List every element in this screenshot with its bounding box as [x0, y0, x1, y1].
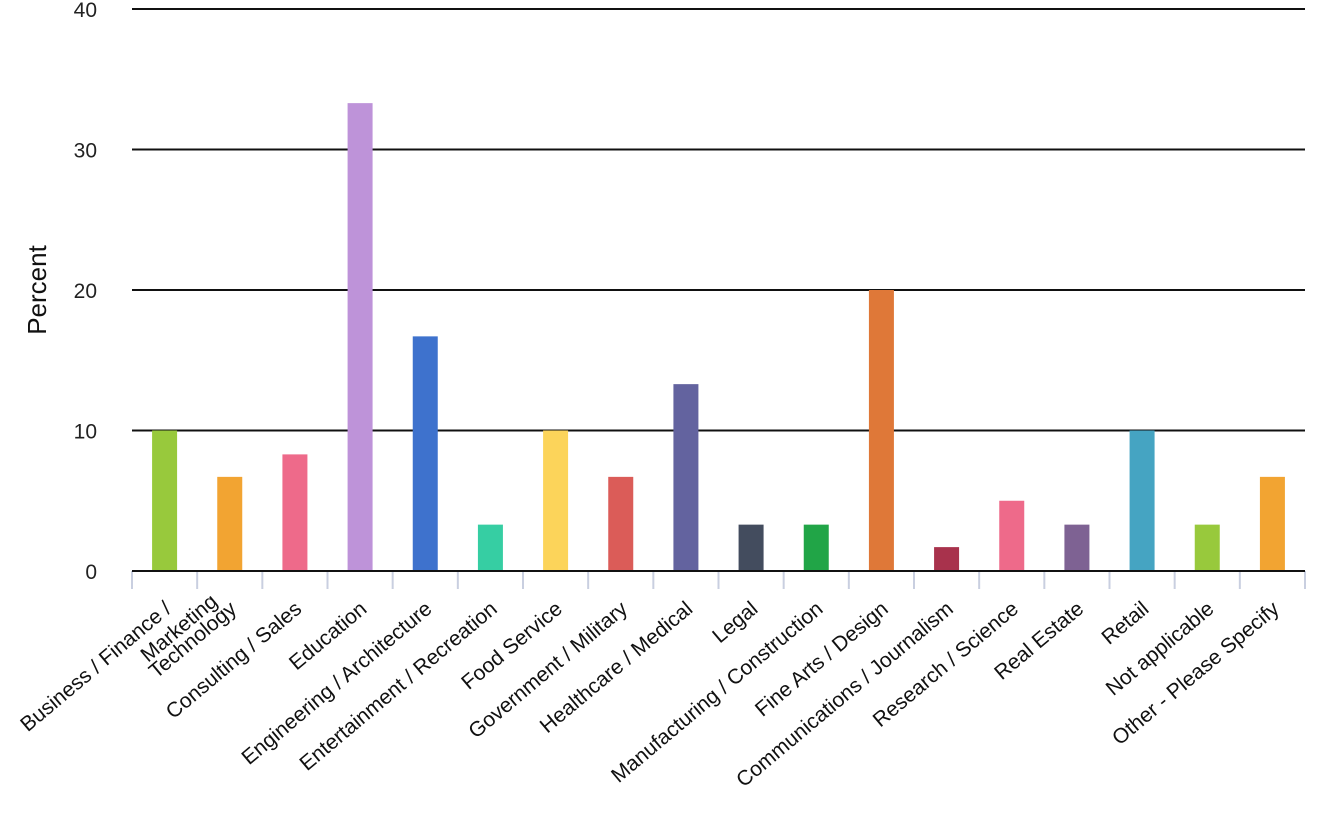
bar: [738, 524, 764, 571]
y-axis-title: Percent: [22, 244, 52, 334]
bar: [543, 430, 569, 571]
bar: [217, 476, 243, 571]
y-tick-label: 30: [74, 140, 97, 163]
x-axis: [131, 570, 1306, 589]
y-axis-ticks: 0 10 20 30 40: [74, 0, 97, 584]
x-tick-label: Business / Finance /Marketing: [16, 571, 222, 754]
bar: [1064, 524, 1090, 571]
bars: [152, 103, 1285, 571]
y-tick-label: 10: [74, 421, 97, 444]
bar: [673, 384, 699, 571]
bar: [999, 500, 1025, 571]
gridlines: [132, 8, 1305, 572]
y-tick-label: 40: [74, 0, 97, 22]
bar: [1129, 430, 1155, 571]
x-tick-label: Retail: [1097, 597, 1153, 649]
bar: [1259, 476, 1285, 571]
bar: [152, 430, 178, 571]
bar: [412, 336, 438, 571]
bar: [1194, 524, 1220, 571]
bar: [803, 524, 829, 571]
y-tick-label: 20: [74, 280, 97, 303]
bar: [282, 454, 308, 571]
bar: [477, 524, 503, 571]
x-axis-labels: Business / Finance /MarketingTechnologyC…: [16, 571, 1284, 792]
bar: [934, 547, 960, 571]
x-tick-label: Legal: [708, 597, 762, 648]
y-tick-label: 0: [85, 561, 97, 584]
bar: [347, 103, 373, 571]
bar: [608, 476, 634, 571]
bar: [868, 290, 894, 571]
